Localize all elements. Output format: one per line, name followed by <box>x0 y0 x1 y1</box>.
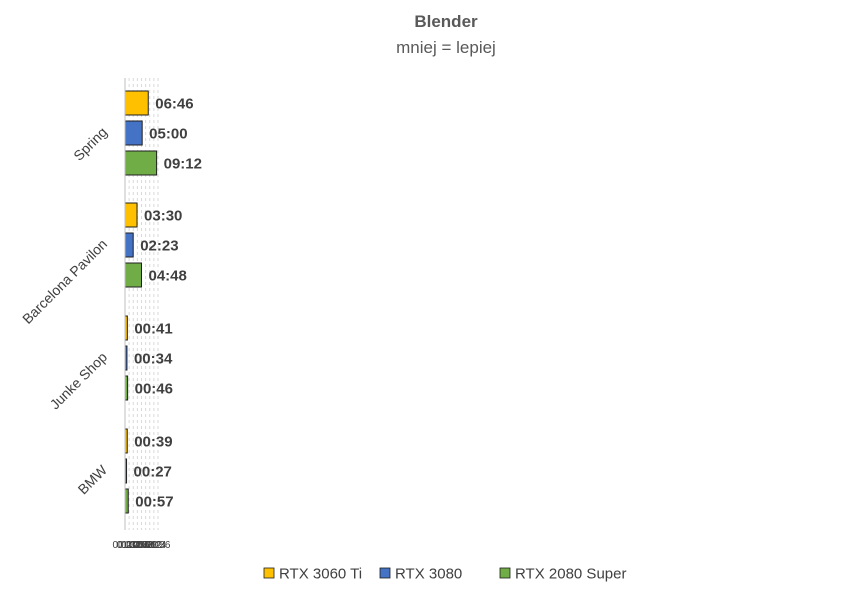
data-label: 00:41 <box>134 321 172 338</box>
data-label: 00:46 <box>135 381 173 398</box>
legend-label: RTX 3080 <box>395 566 462 583</box>
legend-label: RTX 3060 Ti <box>279 566 362 583</box>
x-tick-label: 08:24 <box>141 540 166 551</box>
data-label: 05:00 <box>149 126 187 143</box>
bar <box>124 262 142 288</box>
legend-label: RTX 2080 Super <box>515 566 626 583</box>
bar <box>124 90 149 116</box>
data-label: 04:48 <box>148 268 186 285</box>
bar <box>124 232 134 258</box>
data-label: 00:27 <box>134 464 172 481</box>
x-tick-label: 03:36 <box>125 540 150 551</box>
legend: RTX 3060 Ti RTX 3080 RTX 2080 Super <box>263 566 626 583</box>
x-tick-label: 07:12 <box>137 540 162 551</box>
data-label: 00:39 <box>134 434 172 451</box>
x-tick-label: 06:00 <box>133 540 158 551</box>
legend-swatch <box>379 567 391 579</box>
data-labels: 06:46 05:00 09:12 03:30 02:23 04:48 00:41 00:34… <box>134 96 202 511</box>
x-tick-label: 02:24 <box>121 540 146 551</box>
chart-title: Blender <box>414 12 478 31</box>
x-tick-label: 01:12 <box>117 540 142 551</box>
data-label: 00:34 <box>134 351 173 368</box>
legend-swatch <box>263 567 275 579</box>
data-label: 09:12 <box>164 156 202 173</box>
data-label: 03:30 <box>144 208 182 225</box>
data-label: 06:46 <box>155 96 193 113</box>
data-label: 02:23 <box>140 238 178 255</box>
x-tick-label: 09:36 <box>145 540 170 551</box>
x-tick-label: 04:48 <box>129 540 154 551</box>
bar <box>124 150 158 176</box>
data-label: 00:57 <box>135 494 173 511</box>
bar <box>124 202 138 228</box>
bars <box>124 90 158 514</box>
bar <box>124 120 143 146</box>
legend-swatch <box>499 567 511 579</box>
chart-subtitle: mniej = lepiej <box>396 38 496 57</box>
x-tick-label: 00:00 <box>112 540 137 551</box>
